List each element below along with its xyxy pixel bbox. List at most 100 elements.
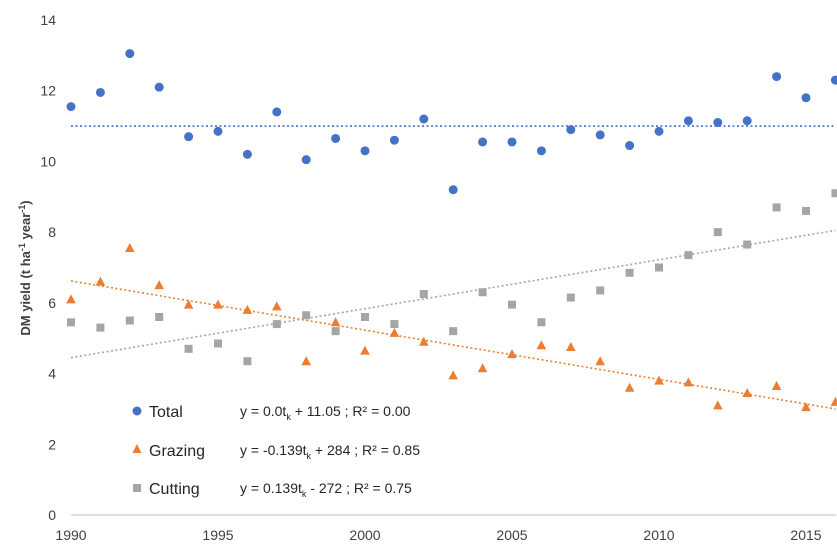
point-total — [213, 126, 223, 136]
y-axis-label-sup1: -1 — [17, 243, 27, 251]
trendline-grazing — [70, 280, 836, 410]
y-tick-label: 4 — [48, 366, 56, 382]
point-cutting — [478, 288, 487, 297]
point-cutting — [684, 251, 693, 260]
point-total — [566, 125, 576, 135]
y-tick-label: 0 — [48, 507, 56, 523]
equation-grazing: y = -0.139tk + 284 ; R² = 0.85 — [240, 442, 420, 461]
point-total — [507, 137, 517, 147]
point-grazing — [624, 382, 635, 392]
point-cutting — [508, 300, 516, 309]
point-grazing — [183, 299, 194, 309]
y-axis-label-end: ) — [18, 200, 33, 204]
x-tick-label: 1995 — [202, 527, 233, 543]
x-tick-label: 2000 — [349, 527, 380, 543]
point-cutting — [272, 320, 281, 329]
point-total — [772, 72, 782, 82]
point-cutting — [625, 268, 634, 277]
point-total — [448, 185, 458, 195]
point-total — [301, 155, 311, 165]
x-tick-label: 2015 — [790, 527, 821, 543]
point-grazing — [713, 400, 723, 410]
y-tick-label: 8 — [48, 224, 56, 240]
point-total — [654, 126, 664, 136]
point-grazing — [66, 294, 76, 304]
point-cutting — [361, 313, 369, 321]
legend: Total y = 0.0tk + 11.05 ; R² = 0.00 Graz… — [132, 403, 420, 499]
point-total — [184, 132, 194, 142]
point-grazing — [125, 243, 135, 253]
x-tick-labels: 1990 1995 2000 2005 2010 2015 — [55, 527, 821, 543]
x-tick-label: 2010 — [643, 527, 674, 543]
point-cutting — [125, 316, 134, 325]
point-cutting — [713, 228, 722, 237]
equation-cutting-rest: - 272 ; R² = 0.75 — [306, 480, 412, 496]
point-total — [66, 102, 76, 112]
point-grazing — [595, 356, 605, 366]
equation-total: y = 0.0tk + 11.05 ; R² = 0.00 — [240, 403, 411, 422]
point-cutting — [655, 263, 663, 272]
point-grazing — [448, 370, 458, 380]
point-grazing — [272, 301, 282, 311]
point-cutting — [449, 327, 458, 336]
point-total — [360, 146, 370, 156]
point-total — [389, 135, 399, 145]
trendlines — [70, 125, 836, 410]
y-axis-label: DM yield (t ha-1 year-1) — [17, 200, 33, 335]
point-grazing — [683, 377, 694, 387]
point-grazing — [330, 317, 341, 327]
point-cutting — [67, 318, 75, 327]
y-tick-labels: 0 2 4 6 8 10 12 14 — [40, 12, 56, 523]
point-cutting — [831, 189, 837, 198]
y-tick-label: 12 — [40, 83, 56, 99]
point-grazing — [654, 375, 664, 385]
point-total — [625, 141, 635, 151]
x-tick-label: 1990 — [55, 527, 86, 543]
point-grazing — [301, 356, 311, 366]
point-total — [419, 114, 429, 124]
point-grazing — [95, 276, 106, 286]
point-total — [830, 75, 837, 85]
point-grazing — [213, 299, 223, 309]
data-points — [66, 49, 837, 412]
point-total — [331, 133, 341, 143]
equation-cutting: y = 0.139tk - 272 ; R² = 0.75 — [240, 480, 412, 499]
point-grazing — [419, 336, 429, 346]
point-total — [272, 107, 282, 117]
y-tick-label: 6 — [48, 295, 56, 311]
equation-grazing-rest: + 284 ; R² = 0.85 — [311, 442, 420, 458]
point-total — [742, 116, 752, 126]
point-cutting — [802, 206, 810, 215]
point-total — [713, 118, 723, 128]
equation-cutting-sub: k — [302, 489, 307, 499]
point-total — [242, 149, 252, 159]
point-total — [154, 82, 164, 92]
point-total — [95, 87, 105, 97]
equation-total-sub: k — [286, 412, 291, 422]
equation-total-rest: + 11.05 ; R² = 0.00 — [291, 403, 411, 419]
point-grazing — [742, 388, 752, 398]
point-grazing — [536, 340, 547, 350]
point-cutting — [772, 203, 781, 212]
y-tick-label: 10 — [40, 153, 56, 169]
x-tick-label: 2005 — [496, 527, 527, 543]
point-cutting — [155, 313, 164, 321]
point-cutting — [596, 286, 605, 295]
legend-label-grazing: Grazing — [149, 443, 205, 460]
point-cutting — [243, 357, 252, 366]
point-grazing — [771, 380, 782, 390]
legend-label-total: Total — [149, 404, 183, 421]
point-grazing — [801, 402, 811, 412]
point-grazing — [507, 349, 517, 359]
point-cutting — [537, 318, 546, 327]
trendline-cutting — [70, 229, 836, 359]
point-grazing — [360, 345, 370, 355]
point-cutting — [302, 311, 311, 320]
point-cutting — [96, 323, 105, 332]
point-total — [801, 93, 811, 103]
legend-marker-total — [132, 406, 142, 416]
point-grazing — [830, 396, 837, 406]
y-axis-label-mid: year — [18, 213, 33, 243]
point-cutting — [331, 327, 340, 336]
